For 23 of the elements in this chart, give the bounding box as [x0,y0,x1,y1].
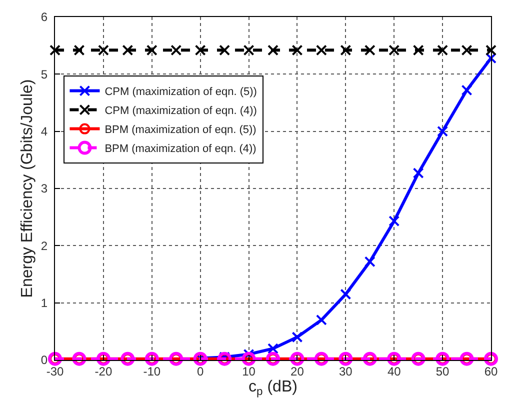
x-tick-label: 0 [196,364,204,378]
x-tick-label: 30 [338,364,353,378]
y-tick-label: 0 [40,353,48,368]
x-tick-label: 40 [387,364,402,378]
x-tick-label: -20 [94,364,112,378]
y-axis-title: Energy Efficiency (Gbits/Joule) [18,79,36,298]
legend-label: BPM (maximization of eqn. (5)) [104,124,256,136]
y-tick-label: 5 [40,67,48,82]
x-tick-label: 50 [436,364,450,378]
x-tick-label: 20 [290,364,304,378]
legend-label: CPM (maximization of eqn. (4)) [104,105,257,118]
y-tick-label: 1 [40,296,48,310]
y-tick-label: 4 [40,124,48,139]
legend-label: BPM (maximization of eqn. (4)) [104,143,256,156]
x-axis-title: c$_{p}$ (dB) [248,378,298,398]
x-tick-label: -10 [143,364,161,378]
y-tick-label: 6 [40,10,48,24]
x-tick-label: 60 [484,364,498,378]
legend-label: CPM (maximization of eqn. (5)) [104,86,257,98]
x-tick-label: -30 [46,364,64,378]
x-tick-label: 10 [242,364,256,378]
y-tick-label: 2 [40,238,48,253]
y-tick-label: 3 [40,182,48,196]
